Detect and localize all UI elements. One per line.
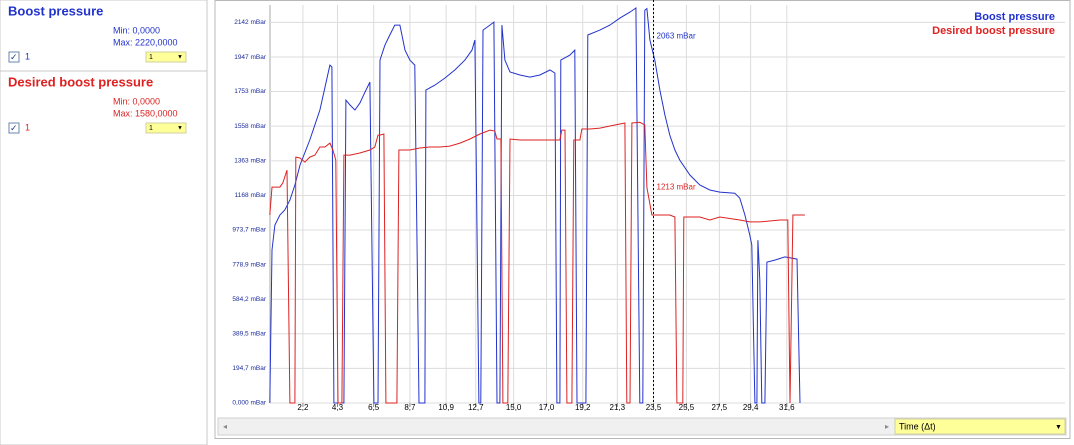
checkbox[interactable]	[8, 51, 20, 63]
x-tick-label: 2,2	[297, 403, 309, 412]
select[interactable]	[145, 51, 187, 63]
channel-title: Boost pressure	[8, 3, 103, 18]
select[interactable]	[145, 122, 187, 134]
scroll-left[interactable]: ◂	[223, 422, 227, 431]
select-arrow: ▼	[177, 55, 183, 61]
plot: 0,000 mBar 194,7 mBar 389,5 mBar 584,2 mBar…	[232, 0, 1065, 412]
x-tick-label: 12,7	[468, 403, 484, 412]
select-value: 1	[149, 125, 153, 132]
channel-max: Max: 2220,0000	[113, 37, 178, 47]
x-tick-label: 23,5	[646, 403, 662, 412]
y-tick-label: 778,9 mBar	[232, 261, 266, 268]
y-tick-label: 1947 mBar	[234, 54, 267, 61]
check-label: 1	[25, 51, 30, 61]
sidebar-items: Boost pressure Min: 0,0000 Max: 2220,0000 ✓…	[8, 3, 187, 134]
y-tick-label: 1168 mBar	[235, 192, 267, 199]
channel-min: Min: 0,0000	[113, 96, 160, 106]
x-tick-label: 29,4	[743, 403, 759, 412]
legend-entry: Boost pressure	[974, 11, 1055, 23]
x-tick-label: 6,5	[368, 403, 380, 412]
select-value: 1	[149, 54, 153, 61]
x-tick-label: 15,0	[506, 403, 522, 412]
y-tick-label: 194,7 mBar	[232, 365, 266, 372]
x-selector[interactable]	[894, 418, 1066, 435]
x-tick-label: 19,2	[575, 403, 591, 412]
check-mark: ✓	[10, 123, 18, 133]
scrollbar[interactable]	[217, 417, 1067, 436]
chart-panel	[214, 0, 1071, 439]
x-tick-label: 8,7	[404, 403, 416, 412]
x-tick-label: 27,5	[712, 403, 728, 412]
series-line	[269, 121, 805, 404]
cursor-value: 1213 mBar	[657, 183, 696, 192]
y-tick-label: 1753 mBar	[234, 88, 267, 95]
x-tick-label: 10,9	[438, 403, 454, 412]
x-tick-label: 21,3	[610, 403, 626, 412]
cursor-value: 2063 mBar	[657, 32, 696, 41]
series-line	[269, 7, 801, 404]
y-tick-label: 0,000 mBar	[232, 400, 266, 407]
x-tick-label: 4,3	[332, 403, 344, 412]
checkbox[interactable]	[8, 122, 20, 134]
y-tick-label: 2142 mBar	[234, 19, 267, 26]
x-tick-label: 25,5	[679, 403, 695, 412]
check-label: 1	[25, 122, 30, 132]
x-tick-label: 31,6	[779, 403, 795, 412]
x-selector-label: Time (Δt)	[899, 421, 936, 431]
dropdown-arrow: ▼	[1055, 424, 1062, 431]
y-tick-label: 1363 mBar	[234, 158, 267, 165]
channel-title: Desired boost pressure	[8, 74, 153, 89]
legend-entry: Desired boost pressure	[932, 25, 1055, 37]
y-tick-label: 389,5 mBar	[232, 331, 266, 338]
scroll-right[interactable]: ▸	[885, 422, 889, 431]
x-tick-label: 17,0	[539, 403, 555, 412]
y-tick-label: 1558 mBar	[234, 123, 267, 130]
y-tick-label: 584,2 mBar	[232, 296, 266, 303]
select-arrow: ▼	[177, 126, 183, 132]
y-tick-label: 973,7 mBar	[232, 227, 266, 234]
channel-min: Min: 0,0000	[113, 25, 160, 35]
channel-max: Max: 1580,0000	[113, 108, 178, 118]
check-mark: ✓	[10, 52, 18, 62]
sidebar	[0, 0, 208, 445]
